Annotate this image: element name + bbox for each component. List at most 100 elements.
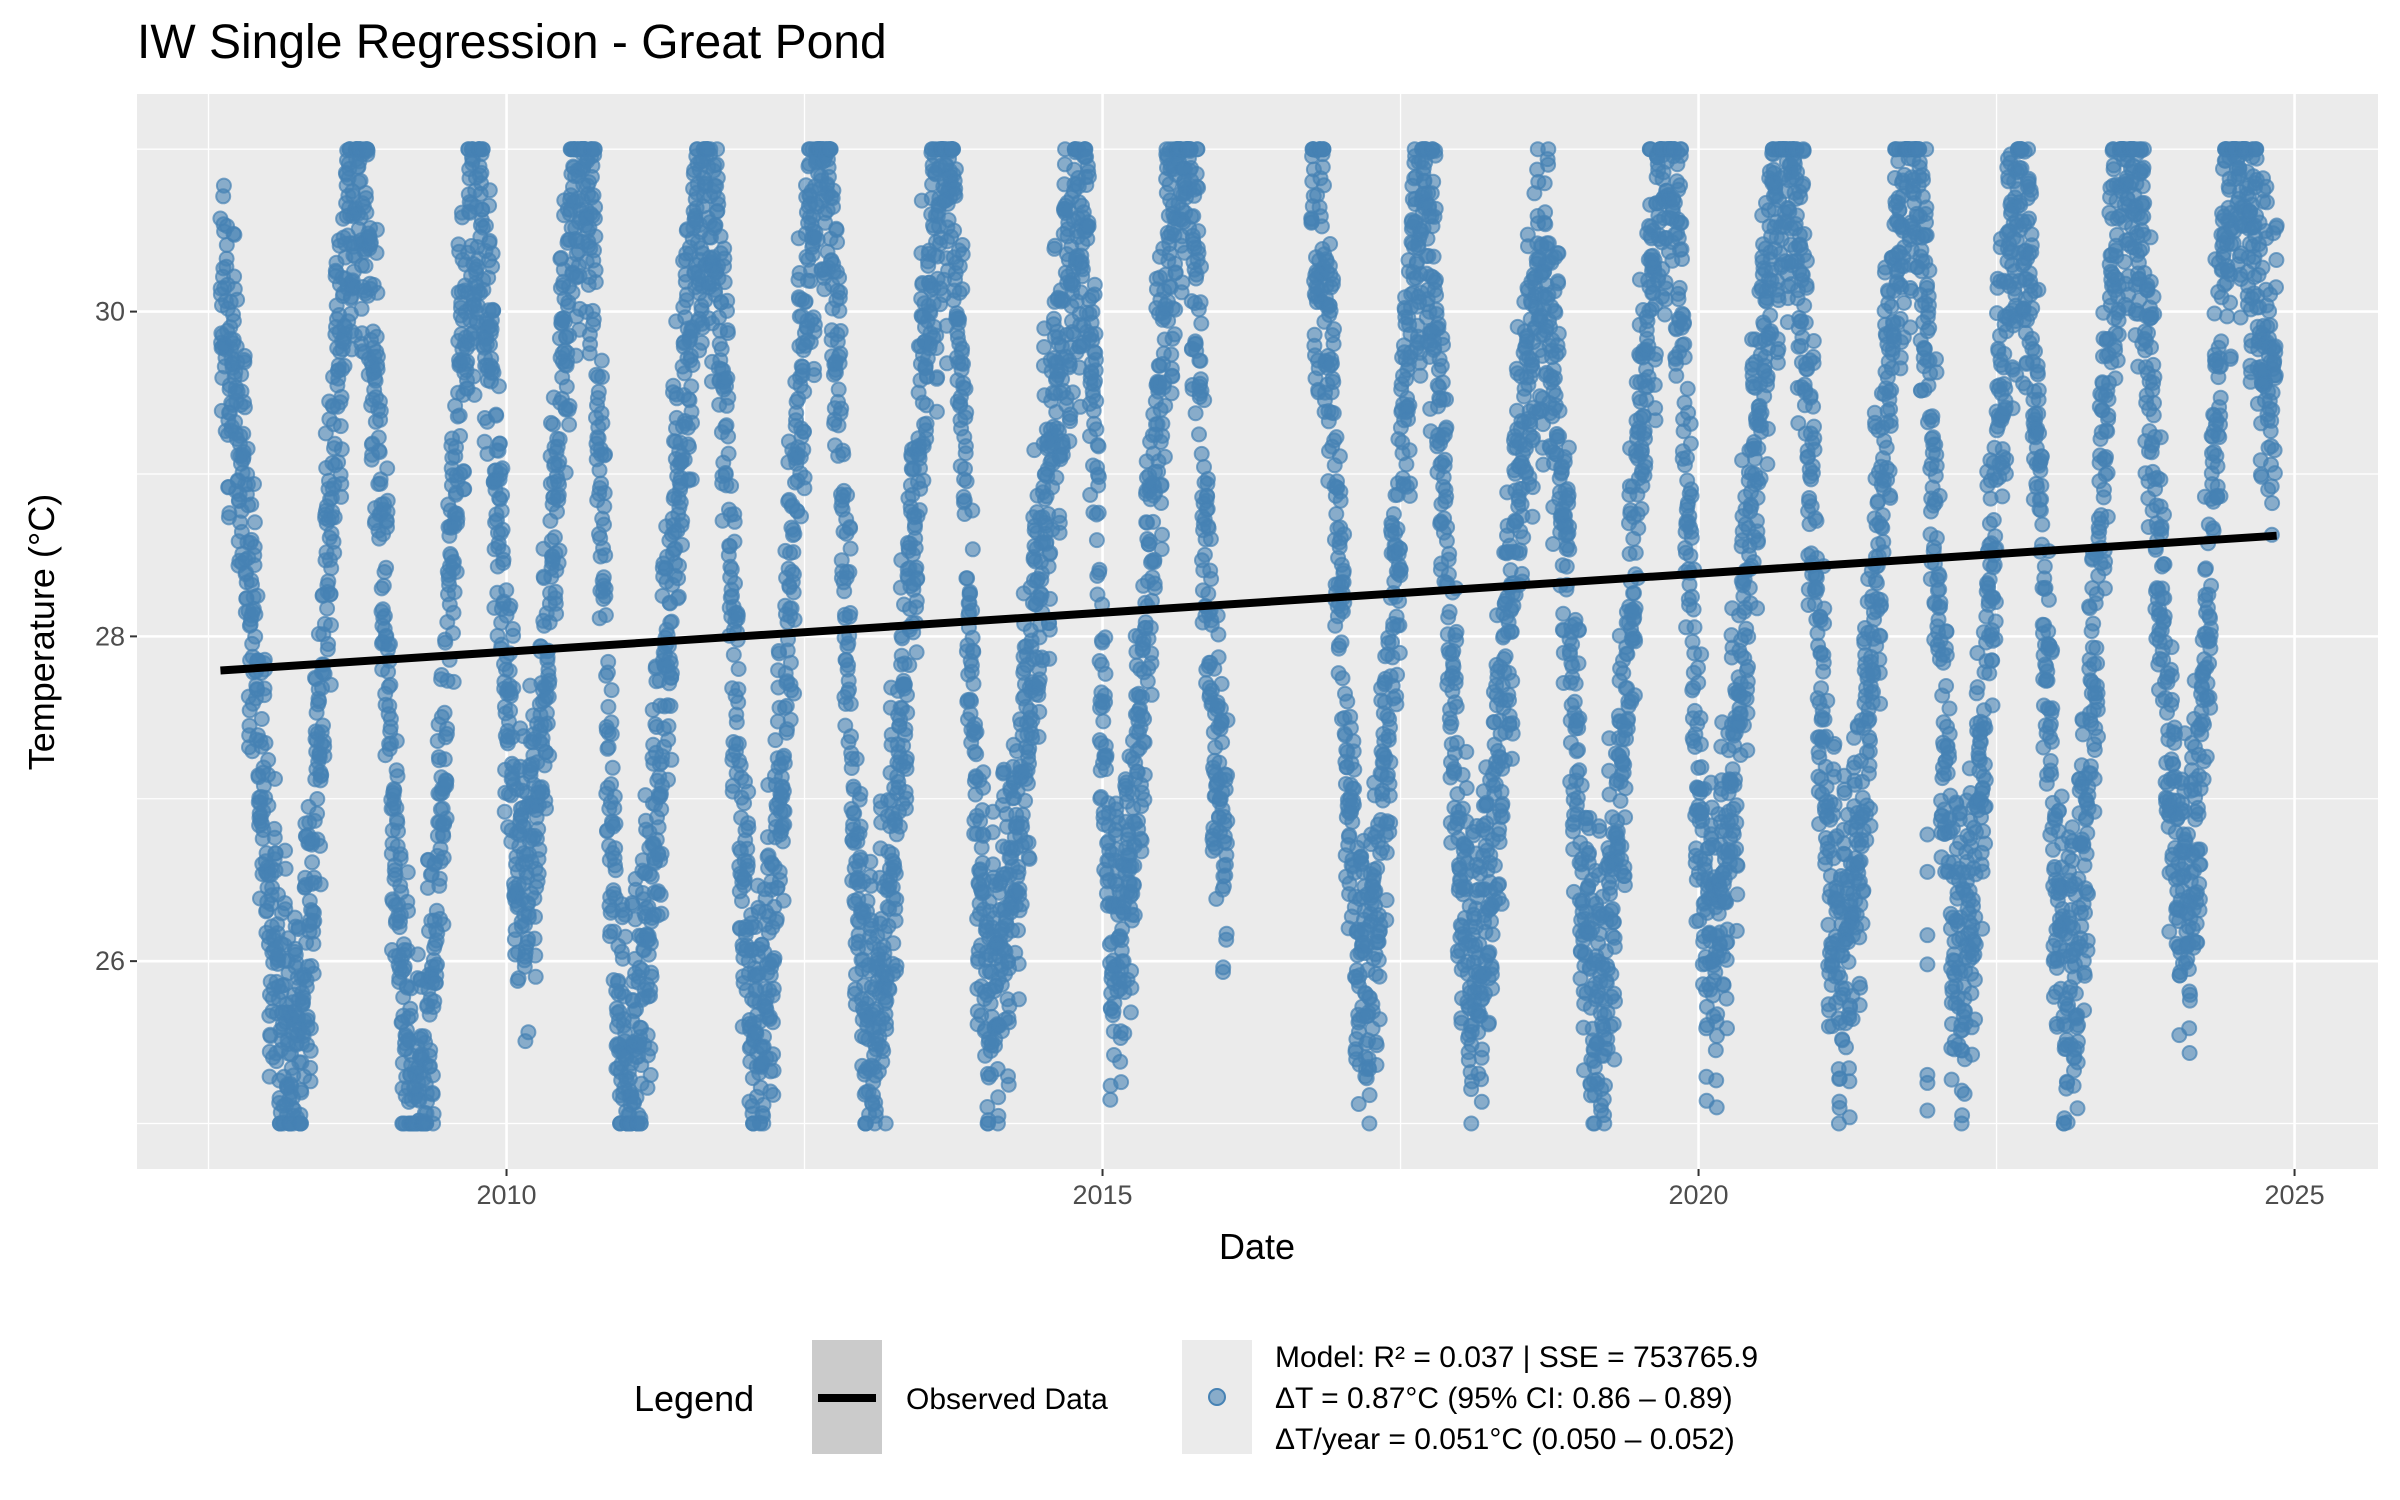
data-points (212, 141, 2285, 1132)
data-point (674, 536, 690, 553)
data-point (1126, 907, 1143, 924)
data-point (539, 715, 556, 732)
data-point (846, 805, 863, 822)
data-point (1209, 607, 1226, 624)
data-point (1193, 315, 1210, 332)
data-point (246, 539, 263, 555)
data-point (388, 733, 405, 749)
data-point (1113, 1074, 1130, 1091)
data-point (375, 577, 392, 594)
data-point (1341, 827, 1358, 844)
data-point (848, 751, 865, 767)
data-point (400, 902, 416, 919)
data-point (596, 485, 613, 501)
data-point (438, 810, 455, 827)
data-point (424, 1067, 441, 1084)
data-point (246, 514, 263, 531)
data-point (774, 833, 791, 850)
data-point (520, 1024, 537, 1041)
data-point (1088, 421, 1105, 438)
data-point (719, 325, 736, 341)
data-point (793, 508, 809, 525)
data-point (946, 222, 963, 239)
data-point (1385, 506, 1402, 523)
data-point (765, 1046, 782, 1063)
data-point (332, 418, 349, 435)
data-point (376, 608, 393, 624)
data-point (1123, 963, 1140, 979)
data-point (663, 613, 680, 630)
data-point (730, 694, 747, 711)
data-point (1361, 1115, 1378, 1132)
data-point (1167, 301, 1184, 318)
data-point (875, 1043, 892, 1060)
data-point (897, 721, 914, 738)
data-point (782, 711, 799, 728)
data-point (305, 965, 322, 982)
data-point (652, 886, 669, 903)
data-point (1000, 1076, 1017, 1093)
data-point (755, 1115, 772, 1132)
data-point (859, 893, 876, 910)
data-point (843, 728, 859, 745)
data-point (465, 368, 482, 385)
data-point (908, 644, 925, 661)
data-point (671, 557, 687, 574)
data-point (766, 950, 783, 967)
data-point (438, 772, 455, 789)
data-point (505, 680, 522, 697)
data-point (390, 823, 406, 840)
data-point (249, 587, 266, 604)
data-point (594, 415, 611, 432)
data-point (1154, 526, 1170, 543)
data-point (530, 821, 547, 838)
data-point (1210, 626, 1227, 643)
data-point (530, 865, 547, 882)
data-point (642, 1040, 659, 1057)
data-point (541, 747, 558, 764)
data-point (1133, 832, 1150, 849)
data-point (1086, 276, 1103, 293)
data-point (660, 718, 677, 735)
data-point (1368, 1037, 1385, 1054)
data-point (639, 1079, 656, 1096)
data-point (600, 653, 617, 670)
data-point (888, 891, 905, 908)
data-point (825, 198, 841, 215)
data-point (451, 407, 468, 424)
data-point (1051, 514, 1068, 531)
data-point (928, 403, 945, 420)
data-point (776, 816, 793, 833)
data-point (1189, 141, 1206, 158)
data-point (964, 541, 981, 558)
data-point (322, 586, 339, 602)
data-point (782, 654, 799, 671)
data-point (1427, 200, 1444, 217)
data-point (908, 592, 925, 609)
data-point (653, 905, 670, 922)
data-point (531, 841, 548, 858)
data-point (954, 340, 971, 357)
data-point (1042, 544, 1059, 561)
data-point (831, 269, 848, 286)
data-point (822, 141, 839, 158)
data-point (218, 250, 235, 267)
data-point (246, 557, 263, 574)
data-point (653, 845, 670, 862)
data-point (1193, 258, 1209, 275)
data-point (267, 770, 283, 787)
data-point (1164, 368, 1181, 385)
data-point (527, 908, 543, 925)
data-point (1153, 495, 1170, 511)
data-point (491, 435, 508, 452)
data-point (312, 876, 329, 893)
data-point (964, 602, 981, 619)
data-point (841, 564, 858, 580)
data-point (832, 323, 849, 339)
data-point (1031, 703, 1048, 720)
data-point (785, 544, 802, 561)
data-point (729, 607, 746, 624)
data-point (947, 187, 964, 204)
data-point (968, 724, 985, 740)
data-point (1102, 1091, 1119, 1108)
